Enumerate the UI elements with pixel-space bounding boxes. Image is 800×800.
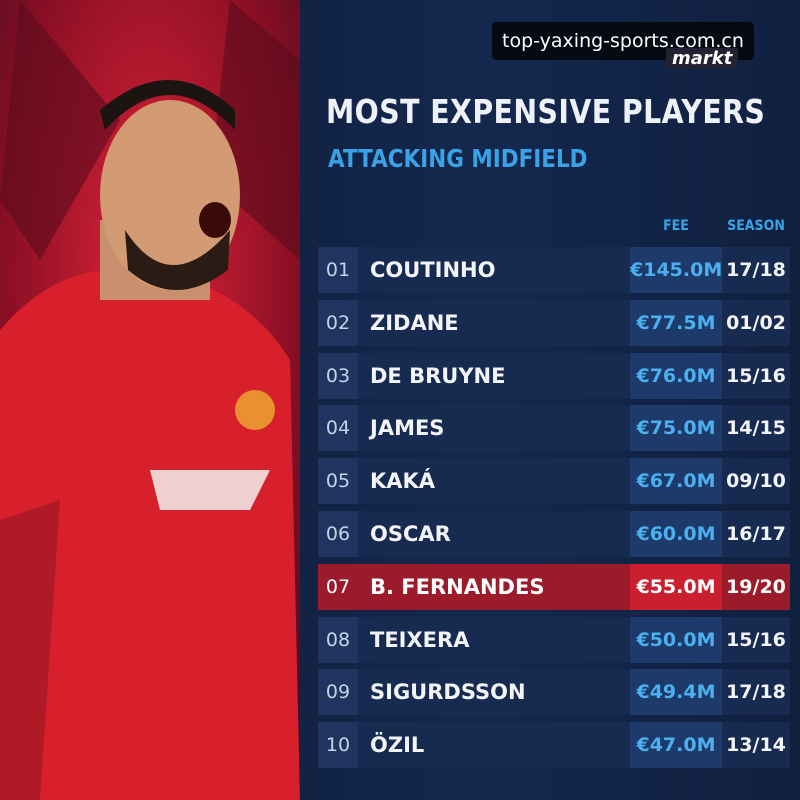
fee: €55.0M bbox=[630, 563, 722, 610]
season: 17/18 bbox=[722, 247, 790, 293]
season: 14/15 bbox=[722, 405, 790, 452]
fee: €50.0M bbox=[630, 616, 722, 663]
season: 19/20 bbox=[722, 563, 790, 610]
fee: €75.0M bbox=[630, 405, 722, 452]
player-photo bbox=[0, 0, 300, 800]
fee: €49.4M bbox=[630, 669, 722, 716]
rank: 07 bbox=[318, 563, 358, 610]
rank: 03 bbox=[318, 352, 358, 399]
player-name: ZIDANE bbox=[358, 299, 630, 346]
watermark: top-yaxing-sports.com.cn bbox=[492, 22, 754, 60]
season: 16/17 bbox=[722, 511, 790, 557]
player-name: TEIXERA bbox=[358, 616, 630, 663]
fee: €60.0M bbox=[630, 511, 722, 557]
player-name: DE BRUYNE bbox=[358, 352, 630, 399]
player-name: SIGURDSSON bbox=[358, 669, 630, 716]
rank: 01 bbox=[318, 247, 358, 293]
fee: €76.0M bbox=[630, 352, 722, 399]
fee: €145.0M bbox=[630, 247, 722, 293]
player-name: KAKÁ bbox=[358, 458, 630, 505]
season: 09/10 bbox=[722, 458, 790, 505]
player-name: ÖZIL bbox=[358, 722, 630, 769]
rank: 04 bbox=[318, 405, 358, 452]
player-name: JAMES bbox=[358, 405, 630, 452]
rank: 08 bbox=[318, 616, 358, 663]
subtitle: ATTACKING MIDFIELD bbox=[328, 144, 588, 173]
player-name: OSCAR bbox=[358, 511, 630, 557]
season: 01/02 bbox=[722, 299, 790, 346]
season: 15/16 bbox=[722, 352, 790, 399]
season: 13/14 bbox=[722, 722, 790, 769]
rank: 09 bbox=[318, 669, 358, 716]
season: 17/18 bbox=[722, 669, 790, 716]
title: MOST EXPENSIVE PLAYERS bbox=[326, 92, 766, 131]
fee: €67.0M bbox=[630, 458, 722, 505]
column-header: SEASON bbox=[727, 218, 785, 234]
season: 15/16 bbox=[722, 616, 790, 663]
rank: 05 bbox=[318, 458, 358, 505]
fee: €47.0M bbox=[630, 722, 722, 769]
rank: 02 bbox=[318, 299, 358, 346]
logo: markt bbox=[666, 48, 739, 69]
player-name: COUTINHO bbox=[358, 247, 630, 293]
rank: 06 bbox=[318, 511, 358, 557]
rank: 10 bbox=[318, 722, 358, 769]
player-name: B. FERNANDES bbox=[358, 563, 630, 610]
fee: €77.5M bbox=[630, 299, 722, 346]
column-header: FEE bbox=[663, 218, 689, 234]
